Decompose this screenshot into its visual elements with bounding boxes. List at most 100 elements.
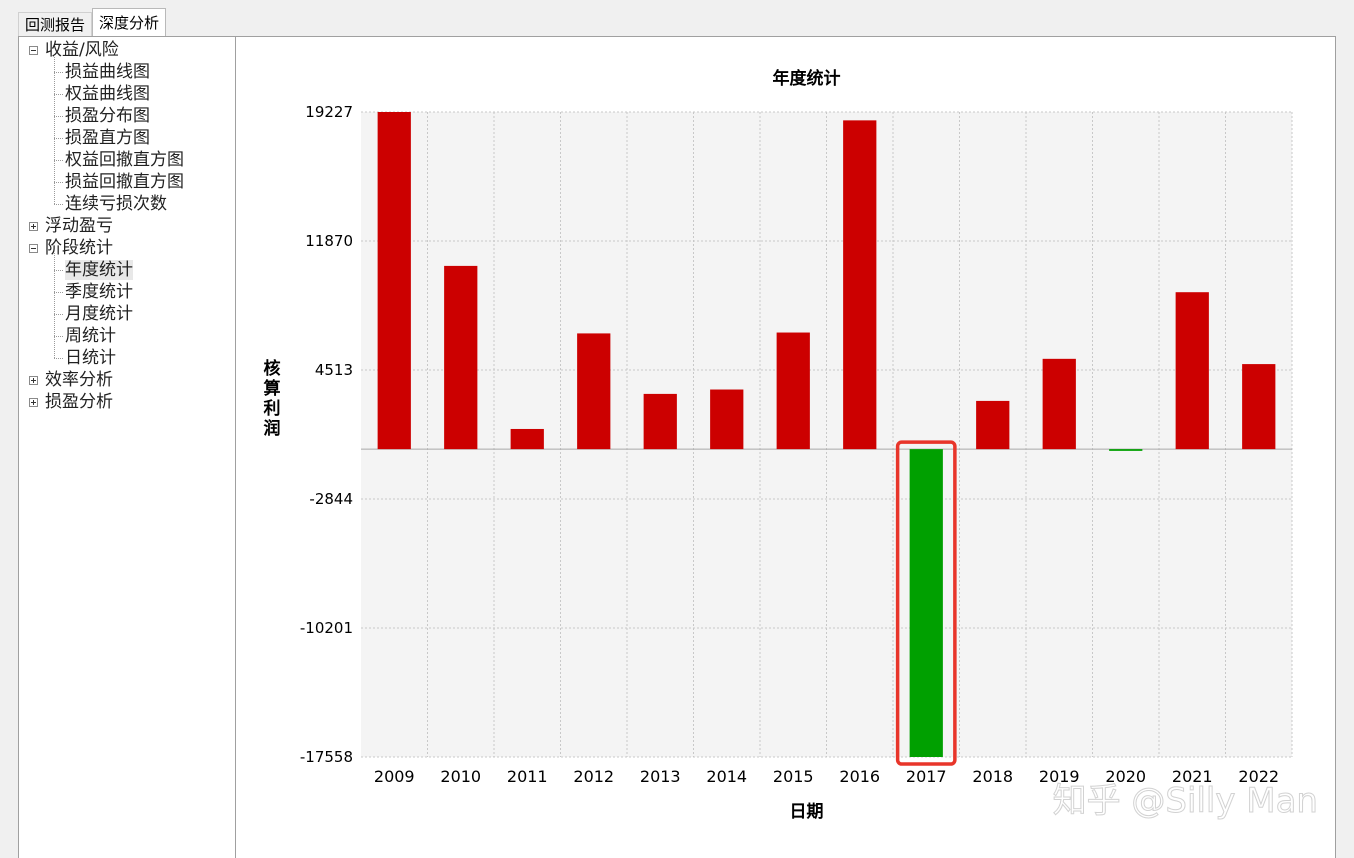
y-tick-label: 4513: [315, 361, 353, 379]
tree-node-label: 效率分析: [45, 370, 113, 390]
x-tick-label: 2019: [1039, 767, 1080, 786]
tree-connector: [54, 270, 63, 271]
x-tick-label: 2012: [573, 767, 614, 786]
collapse-icon[interactable]: [29, 46, 38, 55]
tree-leaf-label: 周统计: [65, 326, 116, 346]
bar-2011: [510, 428, 544, 450]
x-tick-label: 2009: [374, 767, 415, 786]
tree-connector: [54, 160, 63, 161]
tree-node-label: 浮动盈亏: [45, 216, 113, 236]
bar-2009: [377, 112, 411, 450]
tree-node-3[interactable]: 效率分析: [29, 369, 113, 391]
tree-leaf-2-3[interactable]: 周统计: [65, 325, 116, 347]
bar-2017: [909, 449, 943, 757]
tree-connector: [54, 94, 63, 95]
tree-connector: [54, 292, 63, 293]
x-tick-label: 2020: [1105, 767, 1146, 786]
bar-2020: [1109, 449, 1143, 451]
tree-connector: [54, 116, 63, 117]
tree-leaf-0-3[interactable]: 损盈直方图: [65, 127, 150, 149]
tree-leaf-0-5[interactable]: 损益回撤直方图: [65, 171, 184, 193]
tree-leaf-label: 损盈分布图: [65, 106, 150, 126]
tree-connector: [54, 182, 63, 183]
tree-leaf-label: 日统计: [65, 348, 116, 368]
tab-bar: 回测报告 深度分析: [18, 8, 167, 36]
tab-backtest-report[interactable]: 回测报告: [18, 12, 93, 36]
tree-node-4[interactable]: 损盈分析: [29, 391, 113, 413]
y-tick-label: -17558: [300, 748, 353, 766]
chart-panel: 19227 11870 4513 -2844 -10201 -17558 2009 2010 2…: [236, 37, 1335, 858]
tree-leaf-label: 月度统计: [65, 304, 133, 324]
x-tick-label: 2016: [839, 767, 880, 786]
x-tick-label: 2017: [906, 767, 947, 786]
tree-leaf-label: 损益回撤直方图: [65, 172, 184, 192]
tree-node-label: 损盈分析: [45, 392, 113, 412]
y-tick-label: -2844: [309, 490, 353, 508]
y-tick-label: 11870: [305, 232, 353, 250]
tree-leaf-2-2[interactable]: 月度统计: [65, 303, 133, 325]
tree-leaf-label: 损盈直方图: [65, 128, 150, 148]
collapse-icon[interactable]: [29, 244, 38, 253]
bar-2010: [444, 265, 478, 450]
tree-node-2[interactable]: 阶段统计: [29, 237, 113, 259]
tree-connector: [54, 138, 63, 139]
expand-icon[interactable]: [29, 222, 38, 231]
tree-leaf-0-0[interactable]: 损益曲线图: [65, 61, 150, 83]
highlight-box: [895, 440, 957, 766]
bar-2018: [976, 400, 1010, 450]
tab-deep-analysis[interactable]: 深度分析: [92, 8, 167, 36]
tree-node-label: 收益/风险: [45, 40, 119, 60]
navigation-tree: 收益/风险 损益曲线图 权益曲线图 损盈分布图 损盈直方图 权益回撤直方图 损益回撤直方图连…: [19, 37, 236, 858]
tree-connector: [54, 204, 63, 205]
tree-connector: [54, 336, 63, 337]
tree-connector: [54, 358, 63, 359]
x-tick-label: 2010: [440, 767, 481, 786]
x-tick-label: 2018: [972, 767, 1013, 786]
bar-2013: [643, 393, 677, 450]
tree-leaf-2-1[interactable]: 季度统计: [65, 281, 133, 303]
bar-2022: [1242, 364, 1276, 450]
y-tick-label: -10201: [300, 619, 353, 637]
tree-leaf-label: 年度统计: [65, 260, 133, 280]
tree-node-label: 阶段统计: [45, 238, 113, 258]
x-tick-label: 2011: [507, 767, 548, 786]
tree-leaf-2-0[interactable]: 年度统计: [65, 259, 133, 281]
x-axis-label: 日期: [790, 802, 824, 822]
x-tick-label: 2014: [706, 767, 747, 786]
bar-2014: [710, 389, 744, 450]
tree-leaf-2-4[interactable]: 日统计: [65, 347, 116, 369]
y-axis-label: 核算利润: [263, 358, 281, 439]
tree-connector: [54, 314, 63, 315]
x-tick-label: 2022: [1238, 767, 1279, 786]
tree-leaf-0-4[interactable]: 权益回撤直方图: [65, 149, 184, 171]
bar-2019: [1042, 358, 1076, 450]
tree-leaf-label: 连续亏损次数: [65, 194, 167, 214]
expand-icon[interactable]: [29, 376, 38, 385]
x-tick-label: 2021: [1172, 767, 1213, 786]
tree-leaf-label: 损益曲线图: [65, 62, 150, 82]
bar-2015: [776, 332, 810, 450]
watermark: 知乎 @Silly Man: [1053, 781, 1318, 821]
tree-connector: [54, 55, 55, 204]
bar-2012: [577, 333, 611, 450]
tree-node-1[interactable]: 浮动盈亏: [29, 215, 113, 237]
chart-title: 年度统计: [773, 68, 841, 89]
tree-leaf-0-6[interactable]: 连续亏损次数: [65, 193, 167, 215]
expand-icon[interactable]: [29, 398, 38, 407]
tree-leaf-0-1[interactable]: 权益曲线图: [65, 83, 150, 105]
tree-leaf-label: 季度统计: [65, 282, 133, 302]
tree-leaf-label: 权益曲线图: [65, 84, 150, 104]
tree-leaf-0-2[interactable]: 损盈分布图: [65, 105, 150, 127]
tree-connector: [54, 72, 63, 73]
tree-node-0[interactable]: 收益/风险: [29, 39, 119, 61]
bar-2016: [843, 120, 877, 450]
tree-connector: [54, 253, 55, 358]
bar-2021: [1175, 292, 1209, 450]
content-frame: 收益/风险 损益曲线图 权益曲线图 损盈分布图 损盈直方图 权益回撤直方图 损益回撤直方图连…: [18, 36, 1336, 858]
x-tick-label: 2013: [640, 767, 681, 786]
x-tick-label: 2015: [773, 767, 814, 786]
tree-leaf-label: 权益回撤直方图: [65, 150, 184, 170]
bar-chart: 19227 11870 4513 -2844 -10201 -17558 2009 2010 2…: [263, 68, 1319, 822]
y-tick-label: 19227: [305, 103, 353, 121]
